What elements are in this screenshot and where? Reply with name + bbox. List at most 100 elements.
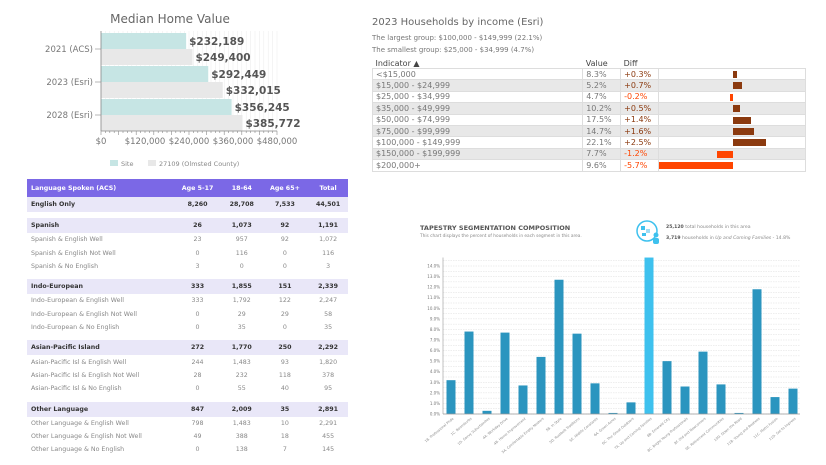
y-tick-label: 2.0% <box>430 390 440 395</box>
x-category-label: 11B. Young and Restless <box>726 417 760 447</box>
diff-bar <box>733 105 740 113</box>
x-tick-label: $360,000 <box>213 137 254 147</box>
diff-cell: +2.5% <box>620 136 660 149</box>
language-detail-row: Asian-Pacific Isl & English Not Well 28 23… <box>27 369 348 382</box>
bar-site <box>101 99 232 115</box>
language-cell: 29 <box>280 310 289 318</box>
language-spoken-table: Language Spoken (ACS) Age 5-17 18-64 Age… <box>27 179 348 457</box>
income-row: $150,000 - $199,999 7.7% -1.2% <box>371 147 806 161</box>
tapestry-bar <box>626 402 636 414</box>
language-cell: 1,770 <box>221 340 262 356</box>
tapestry-bar <box>446 380 456 414</box>
language-cell: 2,291 <box>319 419 338 427</box>
language-cell: 49 <box>193 433 202 441</box>
language-detail-row: Indo-European & English Not Well 0 29 29 58 <box>27 308 348 321</box>
language-cell: 272 <box>173 340 222 356</box>
language-group-row: Other Language 847 2,009 35 2,891 <box>27 401 348 417</box>
y-tick-label: 1.0% <box>430 401 440 406</box>
diff-bar <box>717 150 734 158</box>
tapestry-bar <box>536 356 546 414</box>
y-tick-label: 4.0% <box>430 369 440 374</box>
median-home-value-title: Median Home Value <box>110 12 230 26</box>
language-cell: 2,247 <box>319 297 338 305</box>
diff-bar-cell <box>658 79 806 92</box>
diff-bar <box>733 127 754 135</box>
income-row: $50,000 - $74,999 17.5% +1.4% <box>371 113 806 126</box>
tapestry-bar <box>572 333 582 414</box>
indicator-cell: $200,000+ <box>371 159 584 172</box>
tapestry-bar <box>770 397 780 414</box>
y-tick-label: 5.0% <box>430 359 440 364</box>
median-home-value-chart: $0 $120,000 $240,000 $360,000 $480,000 2021 (… <box>45 31 301 168</box>
legend-label: 27109 (Olmsted County) <box>159 160 239 168</box>
income-row: $25,000 - $34,999 4.7% -0.2% <box>371 90 806 104</box>
language-cell: 232 <box>235 371 248 379</box>
language-cell: 0 <box>195 324 200 332</box>
diff-column-header[interactable]: Diff <box>623 58 638 68</box>
language-cell: 122 <box>278 297 291 305</box>
indicator-column-header[interactable]: Indicator ▲ <box>375 58 420 68</box>
indicator-cell: $15,000 - $24,999 <box>371 79 584 92</box>
language-cell: 1,855 <box>221 279 262 295</box>
language-column-header: Language Spoken (ACS) <box>27 179 174 197</box>
indicator-cell: $75,000 - $99,999 <box>371 124 584 138</box>
value-cell: 14.7% <box>582 124 622 138</box>
language-group-row: Indo-European 333 1,855 151 2,339 <box>27 279 348 295</box>
tapestry-chart: 0.0% 1.0% 2.0% 3.0% 4.0% 5.0% 6.0% 7.0% 8.0% 9.0%… <box>424 257 800 454</box>
value-column-header[interactable]: Value <box>585 58 608 68</box>
language-cell: 145 <box>322 446 335 454</box>
diff-bar-cell <box>658 147 806 161</box>
x-tick-label: $240,000 <box>169 137 210 147</box>
tapestry-bar <box>500 332 510 414</box>
tapestry-bar <box>680 386 690 414</box>
bar-data-label: $232,189 <box>189 36 244 48</box>
y-tick-label: 10.0% <box>427 306 440 311</box>
tapestry-bar <box>662 361 672 414</box>
diff-cell: -1.2% <box>620 147 660 161</box>
y-tick-label: 0.0% <box>430 412 440 417</box>
segment-households-stat: 3,719 households in Up and Coming Famili… <box>666 236 791 241</box>
bar-data-label: $332,015 <box>226 85 281 97</box>
language-cell: Spanish & English Not Well <box>31 249 116 257</box>
diff-cell: +1.6% <box>620 124 660 138</box>
x-category-label: 4B. Home Improvement <box>493 416 527 446</box>
y-category-label: 2028 (Esri) <box>46 111 93 121</box>
language-cell: 388 <box>235 433 248 441</box>
bar-data-label: $249,400 <box>195 52 250 64</box>
income-largest-group: The largest group: $100,000 - $149,999 (… <box>372 34 543 42</box>
language-cell: 0 <box>195 310 200 318</box>
language-cell: Spanish & No English <box>31 262 99 270</box>
legend-label: Site <box>121 160 133 168</box>
x-tick-label: $0 <box>96 137 107 147</box>
diff-bar <box>733 82 743 90</box>
y-tick-label: 7.0% <box>430 338 440 343</box>
language-cell: Spanish & English Well <box>31 236 103 244</box>
language-cell: 244 <box>191 358 204 366</box>
language-cell: 28,708 <box>221 197 262 212</box>
y-tick-label: 14.0% <box>427 264 440 269</box>
language-cell: 1,820 <box>319 358 338 366</box>
language-cell: 0 <box>195 249 200 257</box>
value-cell: 9.6% <box>582 159 622 172</box>
y-tick-label: 3.0% <box>430 380 440 385</box>
x-category-label: 6C. The Great Outdoors <box>601 417 635 446</box>
diff-bar <box>733 139 766 147</box>
tapestry-bar <box>518 385 528 414</box>
language-cell: 3 <box>326 262 331 270</box>
income-row: $100,000 - $149,999 22.1% +2.5% <box>371 136 806 149</box>
language-cell: 0 <box>282 249 287 257</box>
language-cell: 28 <box>193 371 202 379</box>
language-cell: 7,533 <box>261 197 309 212</box>
language-cell: 1,191 <box>308 218 348 233</box>
age-65-plus-column-header: Age 65+ <box>261 179 309 197</box>
x-category-label: 5B. In Style <box>545 417 562 433</box>
language-cell: 138 <box>235 446 248 454</box>
language-cell: 2,292 <box>308 340 348 356</box>
language-cell: 118 <box>278 371 291 379</box>
value-cell: 7.7% <box>582 147 622 161</box>
language-cell: 23 <box>193 236 202 244</box>
legend-swatch <box>110 160 118 166</box>
tapestry-bar <box>752 289 762 414</box>
language-cell: 2,891 <box>308 401 348 417</box>
y-tick-label: 8.0% <box>430 327 440 332</box>
